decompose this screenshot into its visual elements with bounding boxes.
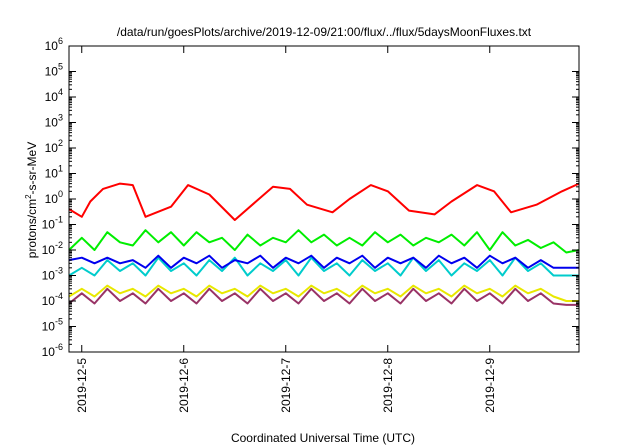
y-tick-label: 105 [45,62,63,79]
x-tick-label: 2019-12-5 [75,358,89,413]
series-line-2 [68,256,579,277]
y-tick-label: 10-5 [42,317,63,334]
series-line-0 [68,182,580,221]
chart-title: /data/run/goesPlots/archive/2019-12-09/2… [117,25,532,39]
y-tick-label: 10-1 [42,215,63,232]
svg-text:protons/cm2-s-sr-MeV: protons/cm2-s-sr-MeV [24,142,39,258]
x-tick-label: 2019-12-6 [177,358,191,413]
series-layer [68,182,580,306]
series-line-1 [68,229,580,254]
y-tick-label: 10-4 [42,291,63,308]
y-tick-label: 10-2 [42,240,63,257]
x-tick-label: 2019-12-9 [483,358,497,413]
plot-frame [68,45,580,353]
y-tick-label: 103 [45,113,63,130]
y-tick-label: 102 [45,138,63,155]
y-tick-label: 10-3 [42,266,63,283]
y-tick-label: 104 [45,87,63,104]
y-axis-label-sup: 2 [24,194,33,199]
y-ticks: 10-6 10-5 10-4 10-3 10-2 10-1 100 101 102 103 104 1… [42,36,579,359]
x-tick-label: 2019-12-8 [381,358,395,413]
y-tick-label: 106 [45,36,63,53]
y-tick-label: 10-6 [42,342,63,359]
y-axis-label-base: protons/cm [25,199,39,258]
y-axis-label-rest: -s-sr-MeV [25,142,39,195]
x-ticks: 2019-12-5 2019-12-6 2019-12-7 2019-12-8 2019… [75,46,497,413]
y-tick-label: 101 [45,164,63,181]
series-line-3 [68,254,579,269]
series-line-4 [68,284,579,302]
series-line-5 [68,287,579,306]
y-tick-label: 100 [45,189,63,206]
x-tick-label: 2019-12-7 [279,358,293,413]
y-axis-label: protons/cm2-s-sr-MeV [24,142,39,258]
x-axis-label: Coordinated Universal Time (UTC) [231,431,415,445]
